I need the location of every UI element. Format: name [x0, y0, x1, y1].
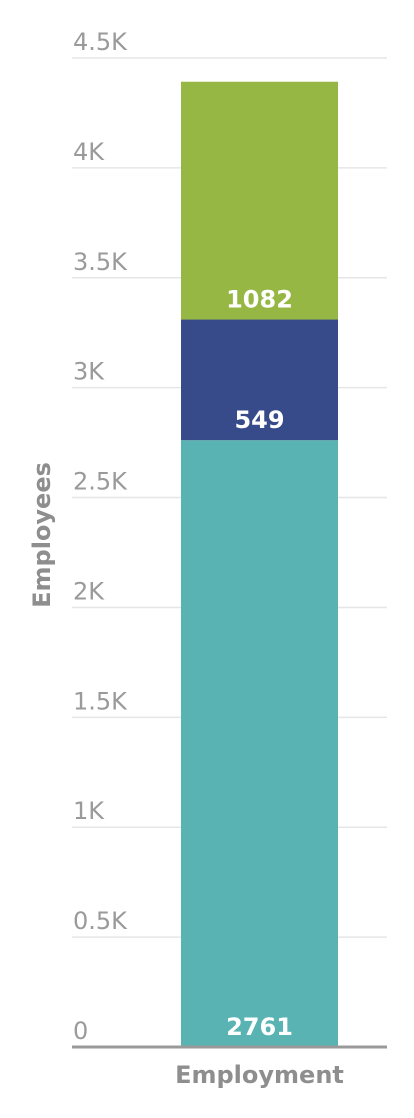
label-layer: 2761 549 1082 Employment [175, 286, 344, 1089]
bar-segment [181, 319, 338, 441]
y-tick-label: 4K [73, 138, 105, 166]
x-category-label: Employment [175, 1061, 344, 1089]
bar-segment [181, 440, 338, 1047]
bar-data-label: 549 [234, 406, 284, 434]
y-tick-label: 3K [73, 358, 105, 386]
bar-segment [181, 81, 338, 320]
bar-data-label: 2761 [226, 1013, 293, 1041]
y-tick-label: 3.5K [73, 248, 128, 276]
y-axis-title: Employees [28, 462, 56, 608]
y-tick-label: 4.5K [73, 28, 128, 56]
y-tick-label: 2.5K [73, 468, 128, 496]
y-tick-label: 1.5K [73, 687, 128, 715]
y-tick-label: 0 [73, 1017, 88, 1045]
y-tick-label: 0.5K [73, 907, 128, 935]
bar-data-label: 1082 [226, 286, 293, 314]
y-tick-label: 2K [73, 577, 105, 605]
bar-layer [181, 81, 338, 1047]
y-tick-label: 1K [73, 797, 105, 825]
